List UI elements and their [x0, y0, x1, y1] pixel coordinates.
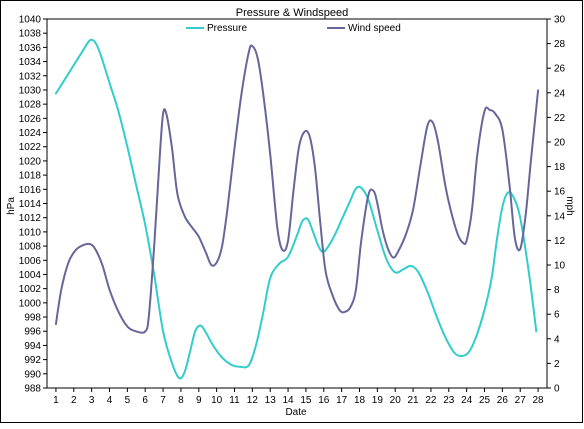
- x-tick-label: 21: [408, 395, 420, 406]
- y-left-tick-label: 1036: [19, 43, 42, 54]
- y-right-tick-label: 26: [554, 64, 566, 75]
- x-tick-label: 22: [425, 395, 437, 406]
- x-tick-label: 18: [354, 395, 366, 406]
- y-left-tick-label: 1026: [19, 114, 42, 125]
- x-tick-label: 13: [265, 395, 277, 406]
- y-left-tick-label: 1016: [19, 185, 42, 196]
- y-left-tick-label: 1034: [19, 57, 42, 68]
- x-tick-label: 17: [336, 395, 348, 406]
- y-right-tick-label: 8: [554, 285, 560, 296]
- x-tick-label: 6: [142, 395, 148, 406]
- y-right-tick-label: 30: [554, 15, 566, 26]
- y-left-tick-label: 1012: [19, 213, 42, 224]
- y-left-tick-label: 1000: [19, 298, 42, 309]
- series-layer: [54, 38, 540, 380]
- x-tick-label: 20: [390, 395, 402, 406]
- x-tick-label: 23: [443, 395, 455, 406]
- y-right-tick-label: 16: [554, 187, 566, 198]
- x-tick-label: 1: [53, 395, 59, 406]
- y-right-axis-title: mph: [564, 196, 575, 215]
- x-tick-label: 19: [372, 395, 384, 406]
- y-left-tick-label: 1006: [19, 256, 42, 267]
- y-right-tick-label: 18: [554, 162, 566, 173]
- x-tick-label: 15: [300, 395, 312, 406]
- y-left-tick-label: 996: [24, 327, 41, 338]
- legend-label-wind-speed: Wind speed: [348, 23, 401, 34]
- y-left-tick-label: 1030: [19, 85, 42, 96]
- y-right-tick-label: 28: [554, 39, 566, 50]
- y-left-tick-label: 994: [24, 341, 41, 352]
- y-left-tick-label: 1024: [19, 128, 42, 139]
- x-tick-label: 16: [318, 395, 330, 406]
- y-left-tick-label: 988: [24, 384, 41, 395]
- legend-label-pressure: Pressure: [207, 23, 247, 34]
- y-left-tick-label: 1004: [19, 270, 42, 281]
- x-tick-label: 27: [515, 395, 527, 406]
- x-tick-label: 10: [211, 395, 223, 406]
- y-right-tick-label: 4: [554, 334, 560, 345]
- y-left-tick-label: 1022: [19, 142, 42, 153]
- x-tick-label: 3: [89, 395, 95, 406]
- y-right-tick-label: 20: [554, 138, 566, 149]
- y-left-tick-label: 1038: [19, 29, 42, 40]
- y-left-tick-label: 1028: [19, 100, 42, 111]
- y-left-tick-label: 1010: [19, 227, 42, 238]
- y-right-tick-label: 12: [554, 236, 566, 247]
- y-left-tick-label: 1032: [19, 71, 42, 82]
- y-right-tick-label: 24: [554, 88, 566, 99]
- x-tick-label: 24: [461, 395, 473, 406]
- y-right-tick-label: 14: [554, 211, 566, 222]
- y-right-tick-label: 0: [554, 384, 560, 395]
- y-left-tick-label: 1014: [19, 199, 42, 210]
- y-right-tick-label: 2: [554, 359, 560, 370]
- x-axis-title: Date: [285, 407, 307, 418]
- x-tick-label: 4: [107, 395, 113, 406]
- x-tick-label: 14: [283, 395, 295, 406]
- chart-title: Pressure & Windspeed: [236, 7, 349, 19]
- y-left-axis-title: hPa: [6, 197, 17, 215]
- x-tick-label: 5: [125, 395, 131, 406]
- series-line-pressure: [54, 38, 538, 380]
- x-tick-label: 7: [160, 395, 166, 406]
- x-tick-label: 12: [247, 395, 259, 406]
- y-left-tick-label: 1040: [19, 15, 42, 26]
- y-right-tick-label: 6: [554, 310, 560, 321]
- x-tick-label: 2: [71, 395, 77, 406]
- y-left-tick-label: 990: [24, 369, 41, 380]
- x-tick-label: 26: [497, 395, 509, 406]
- x-tick-label: 9: [196, 395, 202, 406]
- y-right-tick-label: 22: [554, 113, 566, 124]
- x-tick-label: 25: [479, 395, 491, 406]
- axes: 1 2 3 4 5 6 7 8 9 10 11 12 13 14 15 16 17 18 19 20 21 22 23 24 2…: [19, 15, 566, 407]
- y-left-tick-label: 992: [24, 355, 41, 366]
- x-tick-label: 28: [533, 395, 545, 406]
- x-tick-label: 11: [229, 395, 240, 406]
- x-tick-label: 8: [178, 395, 184, 406]
- y-left-tick-label: 1018: [19, 171, 42, 182]
- series-line-wind-speed: [54, 44, 540, 334]
- y-left-tick-label: 1020: [19, 156, 42, 167]
- y-left-tick-label: 1002: [19, 284, 42, 295]
- y-right-tick-label: 10: [554, 261, 566, 272]
- legend: Pressure Wind speed: [186, 23, 401, 34]
- y-left-tick-label: 1008: [19, 242, 42, 253]
- y-left-tick-label: 998: [24, 313, 41, 324]
